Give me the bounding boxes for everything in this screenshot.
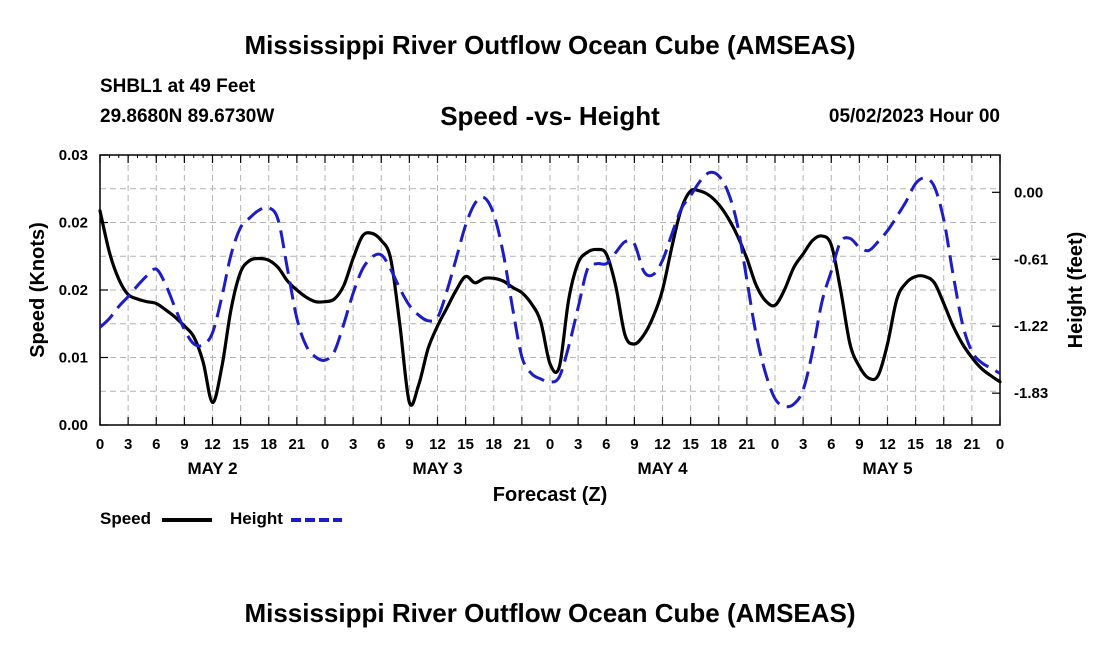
x-tick-label: 12 — [654, 436, 671, 453]
legend-height-label: Height — [230, 509, 283, 528]
axis-text: 0 3 6 9 12 15 18 21 0 3 6 9 12 15 18 21 0 3 6 9 12 15 18 21 0 3 6 9… — [27, 147, 1087, 506]
x-tick-label: 3 — [124, 436, 132, 453]
y2-tick-label: -1.83 — [1014, 385, 1048, 402]
x-tick-label: 21 — [289, 436, 306, 453]
y2-tick-label: 0.00 — [1014, 184, 1043, 201]
x-axis-title: Forecast (Z) — [493, 484, 607, 506]
x-tick-label: 21 — [964, 436, 981, 453]
x-tick-label: 12 — [879, 436, 896, 453]
chart-title: Mississippi River Outflow Ocean Cube (AM… — [244, 30, 856, 60]
x-tick-label: 0 — [96, 436, 104, 453]
legend-speed-label: Speed — [100, 509, 152, 528]
x-tick-label: 15 — [457, 436, 474, 453]
y-tick-label: 0.02 — [59, 215, 88, 232]
height-series-line — [99, 170, 1001, 409]
series-lines — [98, 170, 1002, 409]
grid-lines — [100, 155, 1000, 425]
x-tick-label: 15 — [232, 436, 249, 453]
x-tick-label: 21 — [514, 436, 531, 453]
x-tick-label: 6 — [602, 436, 610, 453]
x-tick-label: 0 — [546, 436, 554, 453]
day-label: MAY 3 — [412, 459, 462, 478]
x-tick-label: 18 — [935, 436, 952, 453]
chart-subtitle: Speed -vs- Height — [440, 101, 660, 131]
x-tick-label: 9 — [405, 436, 413, 453]
day-label: MAY 4 — [637, 459, 688, 478]
x-tick-label: 6 — [377, 436, 385, 453]
x-tick-label: 0 — [771, 436, 779, 453]
y-tick-label: 0.01 — [59, 350, 88, 367]
y-tick-label: 0.00 — [59, 417, 88, 434]
y2-axis-title: Height (feet) — [1065, 232, 1087, 349]
station-label: SHBL1 at 49 Feet — [100, 76, 256, 97]
y2-tick-label: -1.22 — [1014, 318, 1048, 335]
y2-tick-label: -0.61 — [1014, 251, 1048, 268]
x-tick-label: 15 — [682, 436, 699, 453]
y-tick-label: 0.02 — [59, 282, 88, 299]
x-tick-label: 18 — [710, 436, 727, 453]
x-tick-label: 21 — [739, 436, 756, 453]
x-tick-label: 9 — [180, 436, 188, 453]
footer-title: Mississippi River Outflow Ocean Cube (AM… — [244, 598, 856, 628]
x-tick-label: 3 — [574, 436, 582, 453]
day-label: MAY 5 — [862, 459, 912, 478]
speed-series-line — [98, 187, 1002, 407]
x-tick-label: 3 — [349, 436, 357, 453]
x-tick-label: 0 — [996, 436, 1004, 453]
y-axis-title: Speed (Knots) — [27, 222, 49, 358]
x-tick-label: 18 — [260, 436, 277, 453]
day-label: MAY 2 — [187, 459, 237, 478]
coordinates-label: 29.8680N 89.6730W — [100, 106, 275, 127]
axis-ticks — [99, 154, 1001, 426]
x-tick-label: 9 — [630, 436, 638, 453]
x-tick-label: 3 — [799, 436, 807, 453]
x-tick-label: 0 — [321, 436, 329, 453]
x-tick-label: 6 — [827, 436, 835, 453]
x-tick-label: 18 — [485, 436, 502, 453]
x-tick-label: 6 — [152, 436, 160, 453]
x-tick-label: 12 — [204, 436, 221, 453]
x-tick-label: 15 — [907, 436, 924, 453]
x-tick-label: 12 — [429, 436, 446, 453]
x-tick-label: 9 — [855, 436, 863, 453]
forecast-datetime: 05/02/2023 Hour 00 — [828, 106, 1000, 127]
y-tick-label: 0.03 — [59, 147, 88, 164]
